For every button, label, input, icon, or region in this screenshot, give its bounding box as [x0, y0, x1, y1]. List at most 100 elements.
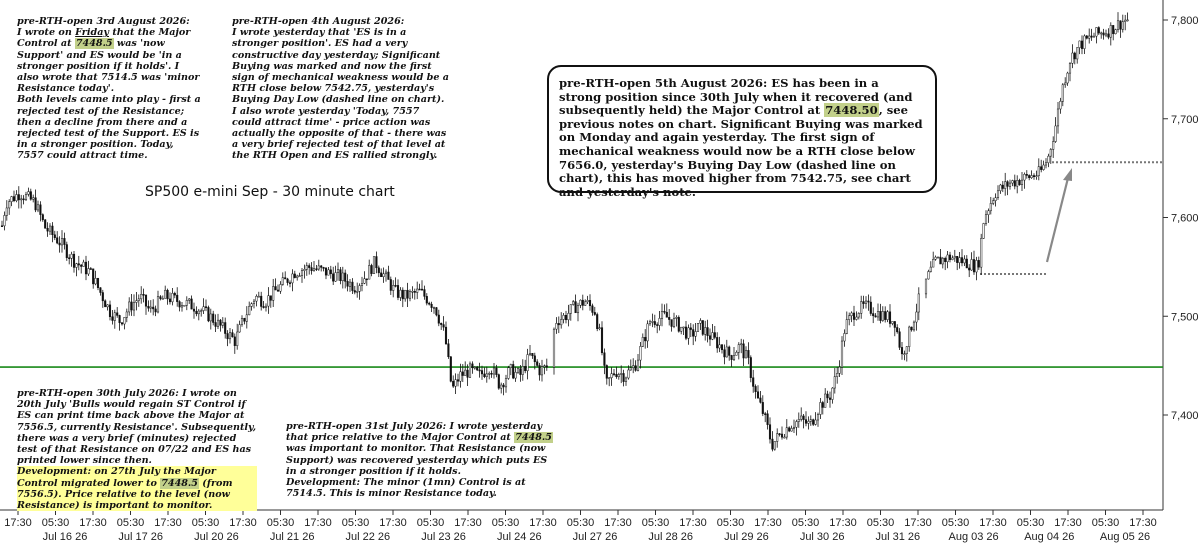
candle-body [96, 278, 100, 288]
x-tick-label: 05:30 [642, 517, 670, 529]
candle-body [1028, 175, 1031, 179]
note-aug3: pre-RTH-open 3rd August 2026: I wrote on… [17, 16, 202, 162]
x-tick-label: 17:30 [754, 517, 782, 529]
candle-body [188, 298, 191, 301]
candle-body [771, 438, 774, 450]
x-tick-label: 05:30 [267, 517, 295, 529]
candle-body [596, 314, 599, 329]
candle-body [1078, 40, 1081, 48]
candle-body [994, 197, 997, 201]
candle-body [430, 303, 433, 308]
candle-body [555, 323, 558, 330]
candle-body [711, 332, 714, 340]
candle-body [159, 296, 162, 299]
candle-body [984, 214, 988, 224]
candle-body [886, 311, 889, 320]
candle-body [149, 306, 152, 309]
candle-body [478, 369, 481, 372]
candle-body [682, 326, 685, 329]
candle-body [279, 284, 282, 292]
note-jul31-text: was important to monitor. That Resistanc… [286, 443, 548, 477]
candle-body [759, 397, 762, 403]
candle-body [137, 298, 140, 301]
candle-body [423, 289, 426, 297]
candle-body [627, 369, 630, 379]
candle-body [912, 321, 916, 331]
note-aug4-header: pre-RTH-open 4th August 2026: [232, 16, 405, 27]
candle-body [10, 196, 13, 202]
candle-body [850, 312, 853, 316]
candle-body [46, 228, 49, 232]
candle-body [1040, 166, 1043, 170]
candle-body [1044, 162, 1048, 166]
candle-body [1107, 33, 1110, 38]
candle-body [171, 293, 174, 303]
candle-body [123, 317, 126, 325]
candle-body [437, 314, 440, 324]
x-tick-label: 17:30 [904, 517, 932, 529]
candle-body [893, 321, 896, 328]
candle-body [982, 223, 985, 239]
candle-body [435, 307, 438, 316]
candle-body [593, 312, 596, 315]
candle-body [449, 356, 452, 382]
candle-body [634, 365, 637, 371]
candle-body [468, 363, 472, 378]
candle-body [752, 377, 755, 387]
candle-body [358, 285, 361, 292]
note-aug3-header: pre-RTH-open 3rd August 2026: [17, 16, 190, 27]
x-tick-label: 05:30 [192, 517, 220, 529]
candle-body [960, 257, 964, 264]
candle-body [264, 305, 268, 308]
note-aug5-text: , see previous notes on chart. Significa… [559, 103, 923, 199]
candle-body [233, 336, 236, 346]
candle-body [291, 273, 294, 284]
candle-body [536, 361, 539, 366]
x-date-label: Jul 23 26 [421, 531, 466, 543]
candle-body [202, 306, 205, 311]
candle-body [404, 289, 407, 300]
candle-body [975, 260, 978, 273]
candle-body [831, 387, 834, 400]
candle-body [629, 367, 632, 371]
candle-body [116, 312, 119, 316]
candle-body [963, 258, 966, 264]
candle-body [377, 267, 380, 274]
candle-body [1054, 125, 1057, 142]
candle-body [221, 322, 224, 326]
candle-body [574, 301, 577, 314]
candle-body [173, 293, 176, 296]
trend-arrow-head [1063, 168, 1072, 181]
candle-body [747, 350, 750, 358]
candle-body [1100, 32, 1103, 35]
candle-body [82, 261, 85, 267]
candle-body [836, 373, 839, 377]
candle-body [600, 327, 604, 354]
candle-body [464, 369, 467, 376]
candle-body [428, 302, 431, 305]
candle-body [507, 367, 510, 379]
candle-body [286, 278, 289, 283]
candle-body [675, 317, 678, 319]
candle-body [1006, 181, 1009, 187]
candle-body [65, 244, 68, 258]
candle-body [948, 254, 952, 260]
candle-body [471, 363, 474, 369]
candle-body [788, 427, 791, 432]
note-jul31: pre-RTH-open 31st July 2026: I wrote yes… [286, 421, 556, 499]
candle-body [207, 307, 210, 322]
y-tick-label: 7,700 [1171, 114, 1199, 126]
candle-body [164, 289, 167, 299]
candle-body [927, 271, 930, 280]
candle-body [1035, 175, 1038, 178]
candle-body [108, 304, 112, 317]
x-date-label: Jul 29 26 [724, 531, 769, 543]
candle-body [224, 322, 227, 334]
candle-body [214, 322, 217, 327]
candle-body [562, 314, 565, 320]
candle-body [987, 210, 990, 216]
candle-body [740, 343, 743, 346]
candle-body [888, 311, 892, 324]
candle-body [910, 326, 913, 331]
candle-body [1102, 32, 1105, 36]
